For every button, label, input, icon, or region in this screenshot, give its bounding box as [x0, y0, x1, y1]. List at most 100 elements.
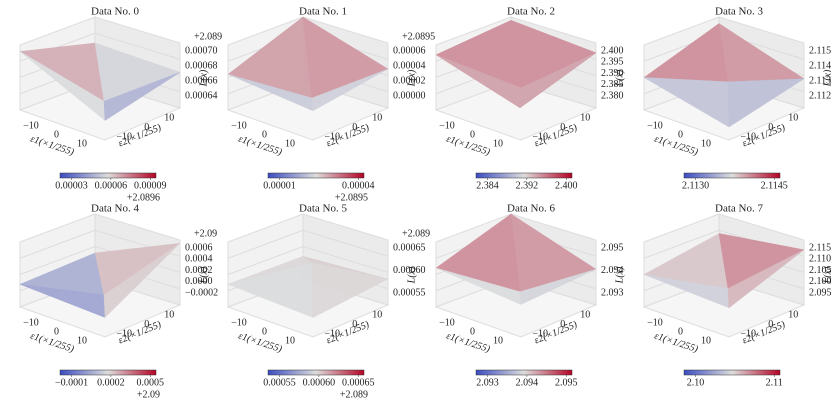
- panel: Data No. 72.1152.1102.1052.1002.095L(x)−…: [642, 203, 831, 388]
- panel: Data No. 0 0.00070 0.00068 0.00066 0.00064 +2…: [18, 6, 222, 203]
- z-tick-label: 2.114: [809, 60, 831, 71]
- panel: Data No. 3 2.115 2.114 2.113 2.112 L(x) −10 0 10…: [642, 6, 831, 191]
- x-tick-label: 0: [262, 129, 267, 140]
- pane: [434, 81, 598, 141]
- panel-title: Data No. 0: [91, 6, 139, 18]
- z-label: L(x): [614, 69, 625, 87]
- colorbar-tick-label: 0.00001: [263, 180, 296, 191]
- panel: Data No. 1 0.00006 0.00004 0.00002 0.00000 +2…: [226, 6, 435, 203]
- z-tick-label: 0.0002: [185, 265, 213, 276]
- x-tick-label: 10: [285, 138, 295, 149]
- z-tick-label: 0.0006: [185, 242, 213, 253]
- panel: Data No. 22.4002.3952.3902.3852.380L(x)−…: [434, 6, 625, 191]
- colorbar-offset: +2.0896: [127, 192, 160, 203]
- z-tick-label: 2.100: [809, 276, 831, 287]
- colorbar-offset: +2.09: [137, 389, 160, 400]
- x-tick-label: −10: [231, 120, 247, 131]
- surface: [311, 68, 389, 112]
- colorbar-tick-label: 2.095: [555, 377, 578, 388]
- x-label: ε1(×1/255): [29, 134, 76, 159]
- y-tick-label: 10: [788, 309, 798, 320]
- y-tick-label: 0: [768, 319, 773, 330]
- x-tick-label: −10: [647, 317, 663, 328]
- z-tick-label: 0.00065: [393, 242, 426, 253]
- z-label: L(x): [822, 266, 831, 284]
- colorbar-offset: +2.089: [340, 389, 368, 400]
- panel: Data No. 40.00060.00040.00020.0000−0.000…: [18, 203, 218, 400]
- surface: [103, 243, 181, 319]
- surface: [519, 269, 597, 305]
- z-tick-label: 2.095: [809, 287, 831, 298]
- y-tick-label: 10: [164, 112, 174, 123]
- z-tick-label: 2.385: [601, 79, 624, 90]
- x-label: ε1(×1/255): [29, 331, 76, 356]
- y-tick-label: −10: [324, 328, 340, 339]
- x-tick-label: 0: [678, 129, 683, 140]
- grid-line: [227, 229, 304, 259]
- y-tick-label: 0: [352, 319, 357, 330]
- colorbar-tick-label: 2.093: [476, 377, 499, 388]
- y-tick-label: 10: [580, 309, 590, 320]
- colorbar-tick-label: 2.11: [766, 377, 783, 388]
- x-tick-label: −10: [647, 120, 663, 131]
- grid-line: [643, 229, 720, 259]
- z-offset: +2.089: [194, 31, 222, 42]
- colorbar-tick-label: 0.00006: [95, 180, 128, 191]
- y-tick-label: −10: [116, 328, 132, 339]
- y-tick-label: 10: [372, 309, 382, 320]
- panel: Data No. 62.0952.0942.093L(x)−10010ε1(×1…: [434, 203, 625, 388]
- colorbar-tick-label: 0.0005: [136, 377, 164, 388]
- colorbar-tick-label: 2.1145: [761, 180, 788, 191]
- colorbar-tick-label: −0.0001: [55, 377, 88, 388]
- z-label: L(x): [198, 69, 209, 87]
- z-tick-label: 2.105: [809, 265, 831, 276]
- y-tick-label: 10: [580, 112, 590, 123]
- colorbar: [267, 172, 365, 179]
- panel-title: Data No. 7: [715, 203, 763, 215]
- panel-title: Data No. 5: [299, 203, 347, 215]
- z-label: L(x): [822, 69, 831, 87]
- x-label: ε1(×1/255): [653, 331, 700, 356]
- z-tick-label: 0.00060: [393, 265, 426, 276]
- colorbar-tick-label: 2.392: [516, 180, 539, 191]
- colorbar-tick-label: 0.00065: [342, 377, 375, 388]
- z-tick-label: 2.400: [601, 45, 624, 56]
- x-tick-label: 10: [493, 335, 503, 346]
- colorbar-tick-label: 0.00055: [263, 377, 296, 388]
- y-tick-label: 0: [144, 319, 149, 330]
- z-tick-label: 2.115: [809, 45, 831, 56]
- z-tick-label: 2.095: [601, 242, 624, 253]
- z-tick-label: 0.00055: [393, 287, 426, 298]
- colorbar: [475, 369, 573, 376]
- y-tick-label: −10: [324, 131, 340, 142]
- panel-title: Data No. 6: [507, 203, 555, 215]
- y-tick-label: 10: [788, 112, 798, 123]
- y-tick-label: 0: [144, 122, 149, 133]
- colorbar: [59, 172, 157, 179]
- x-tick-label: 0: [470, 129, 475, 140]
- x-tick-label: 0: [54, 326, 59, 337]
- surface: [519, 52, 597, 109]
- colorbar-tick-label: 0.00060: [303, 377, 336, 388]
- z-offset: +2.0895: [402, 31, 435, 42]
- x-tick-label: 10: [701, 138, 711, 149]
- z-offset: +2.09: [194, 228, 217, 239]
- z-label: L(x): [198, 266, 209, 284]
- x-tick-label: −10: [231, 317, 247, 328]
- colorbar-tick-label: 2.384: [476, 180, 499, 191]
- z-tick-label: −0.0002: [185, 287, 218, 298]
- grid-line: [94, 32, 181, 60]
- colorbar-tick-label: 2.1130: [682, 180, 709, 191]
- z-offset: +2.089: [402, 228, 430, 239]
- panel-title: Data No. 3: [715, 6, 763, 18]
- x-tick-label: −10: [23, 317, 39, 328]
- z-tick-label: 2.094: [601, 265, 624, 276]
- z-tick-label: 0.00006: [393, 45, 426, 56]
- grid-line: [302, 229, 389, 257]
- z-label: L(x): [406, 266, 417, 284]
- x-label: ε1(×1/255): [445, 331, 492, 356]
- y-tick-label: 0: [768, 122, 773, 133]
- z-tick-label: 2.380: [601, 90, 624, 101]
- surface: [727, 78, 805, 128]
